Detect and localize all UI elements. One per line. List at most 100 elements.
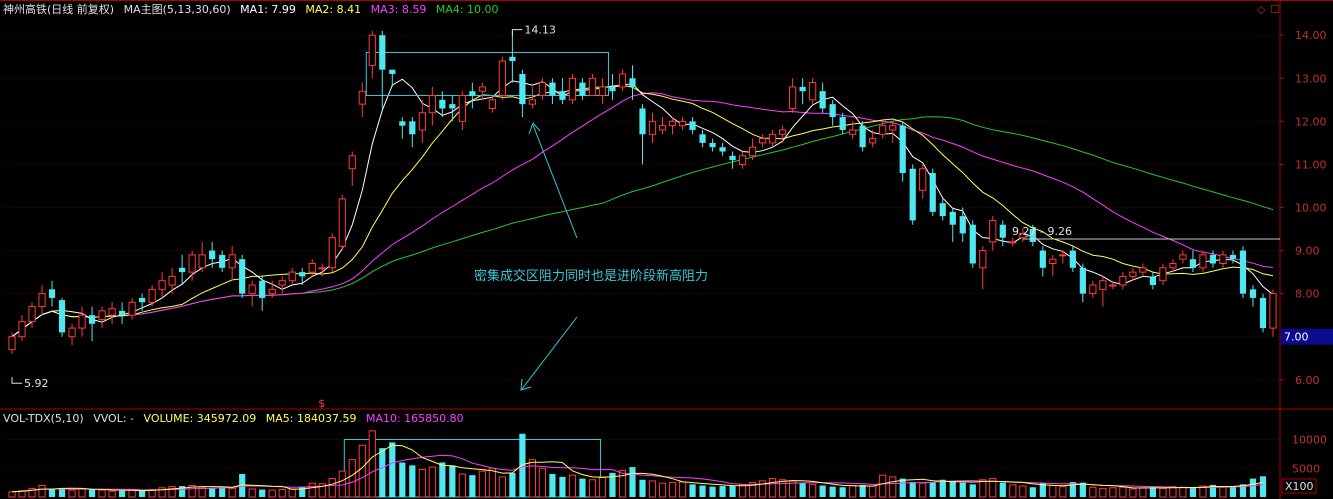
diamond-icon[interactable]: ◇ [1257, 3, 1266, 16]
volume-bar [909, 482, 916, 497]
candle [809, 78, 817, 105]
candle-body [1159, 267, 1167, 282]
volume-bar [1099, 487, 1107, 498]
volume-bar [678, 481, 687, 498]
candle [719, 142, 726, 156]
candle [278, 276, 286, 294]
candlesticks[interactable] [8, 30, 1277, 354]
candle-body [399, 121, 406, 126]
volume-tick-label: 5000 [1292, 462, 1320, 475]
candle [1129, 267, 1137, 281]
candle-body [609, 86, 616, 92]
candle [1069, 246, 1076, 273]
volume-bar [879, 474, 887, 498]
candle [538, 78, 547, 100]
main-indicator-label[interactable]: MA主图(5,13,30,60) [123, 3, 231, 16]
volume-bar [1189, 487, 1197, 497]
candle-body [209, 250, 216, 260]
candle [18, 315, 26, 342]
candle [668, 117, 677, 135]
candle-body [678, 120, 687, 127]
price-tick-label: 12.00 [1295, 115, 1327, 128]
note-text: 密集成交区阻力同时也是进阶段新高阻力 [474, 268, 708, 284]
candle [338, 194, 346, 251]
candle [1269, 289, 1277, 337]
range-label: 9.27 - 9.26 [1012, 225, 1072, 238]
candle [859, 121, 866, 152]
candle [699, 129, 706, 148]
price-tick-label: 6.00 [1295, 374, 1320, 387]
price-tick-label: 8.00 [1295, 288, 1320, 301]
candle-body [348, 155, 356, 170]
checkbox-icon[interactable]: ☐ [1270, 3, 1280, 16]
arrow-down-head [520, 378, 532, 391]
volume-ma5-line [11, 444, 1264, 493]
candle-body [1139, 267, 1147, 273]
candle [929, 168, 936, 217]
candle [519, 69, 526, 118]
consolidation-zone-box [365, 51, 609, 97]
candle-body [389, 69, 396, 74]
candle-body [709, 142, 716, 148]
candle [639, 104, 646, 165]
volume-bar [198, 486, 206, 498]
ma2-line [11, 84, 1274, 338]
volume-bar [418, 468, 426, 498]
volume-bar [38, 485, 46, 498]
candle [28, 302, 36, 329]
candle-body [1079, 267, 1086, 294]
arrow-down-shaft [521, 316, 578, 390]
candle-body [268, 288, 276, 295]
volume-bar [18, 490, 26, 498]
volume-bar [979, 479, 987, 498]
volume-bar [1079, 482, 1086, 497]
candle [198, 241, 206, 273]
candle-body [98, 310, 106, 320]
candle-body [929, 173, 936, 212]
volume-bar [929, 482, 936, 497]
volume-bar [78, 488, 86, 498]
ma4-value: MA4: 10.00 [435, 3, 499, 16]
candle [128, 297, 136, 320]
volume-bar [568, 474, 577, 498]
candle-body [748, 146, 757, 157]
annotations: 14.13 5.92 9.27 - 9.26 密集成交区阻力同时也是进阶段新高阻力 $ [11, 24, 1280, 410]
candle-body [579, 82, 586, 96]
volume-bars[interactable] [8, 430, 1267, 498]
volume-bar [509, 472, 516, 497]
candle-body [618, 73, 627, 88]
volume-bar [538, 467, 547, 498]
candle-body [78, 314, 86, 329]
candle [658, 117, 667, 135]
price-header: 神州高铁(日线 前复权) MA主图(5,13,30,60) MA1: 7.99 … [3, 3, 505, 17]
candle [1019, 229, 1027, 242]
low-marker [11, 377, 23, 384]
last-price-tag [1281, 328, 1333, 345]
volume-bar [768, 478, 777, 498]
candle [1099, 276, 1107, 307]
volume-indicator-label[interactable]: VOL-TDX(5,10) [3, 412, 84, 425]
volume-ma10-line [11, 454, 1264, 493]
ma2-value: MA2: 8.41 [305, 3, 362, 16]
volume-bar [299, 486, 306, 497]
candle-body [779, 129, 787, 135]
candle-body [439, 99, 446, 109]
candle [598, 78, 607, 105]
candle-body [228, 254, 236, 269]
volume-bar [829, 486, 836, 497]
candle [1029, 224, 1036, 247]
candle [418, 99, 426, 143]
candle-body [629, 78, 636, 87]
candle [869, 129, 877, 148]
candle [118, 302, 126, 324]
volume-bar [949, 480, 956, 497]
candle-body [639, 108, 646, 135]
candle [299, 267, 306, 286]
candle [1119, 272, 1127, 290]
candle-body [1219, 254, 1227, 264]
candle [1179, 250, 1187, 264]
volume-bar [609, 472, 616, 497]
candle [268, 280, 276, 298]
volume-bar [158, 487, 166, 498]
